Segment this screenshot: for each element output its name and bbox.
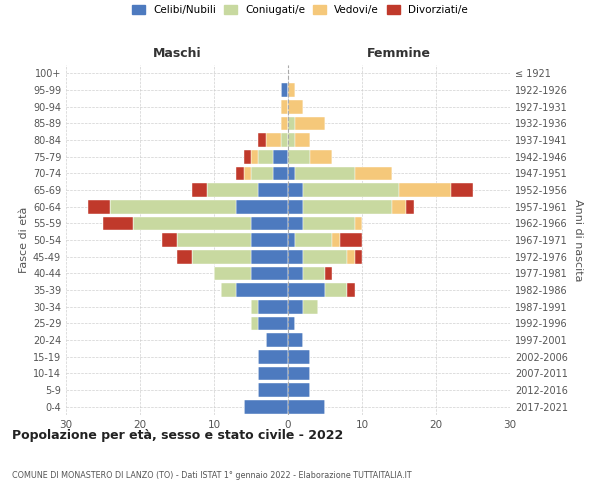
Bar — [340, 233, 362, 247]
Bar — [295, 166, 355, 180]
Bar — [251, 266, 288, 280]
Bar — [244, 400, 288, 413]
Bar — [251, 233, 288, 247]
Bar — [288, 366, 310, 380]
Bar — [266, 133, 281, 147]
Bar — [236, 166, 244, 180]
Bar — [110, 200, 236, 213]
Bar — [192, 183, 206, 197]
Bar — [259, 150, 273, 164]
Bar — [259, 183, 288, 197]
Bar — [288, 200, 303, 213]
Bar — [214, 266, 251, 280]
Text: Femmine: Femmine — [367, 47, 431, 60]
Bar — [192, 250, 251, 264]
Bar — [406, 200, 414, 213]
Bar — [288, 116, 295, 130]
Bar — [281, 116, 288, 130]
Bar — [303, 250, 347, 264]
Bar — [288, 383, 310, 397]
Bar — [355, 216, 362, 230]
Bar — [259, 366, 288, 380]
Bar — [451, 183, 473, 197]
Bar — [288, 133, 295, 147]
Bar — [295, 116, 325, 130]
Bar — [288, 100, 303, 114]
Bar — [347, 283, 355, 297]
Bar — [281, 133, 288, 147]
Bar — [288, 150, 310, 164]
Bar — [303, 183, 399, 197]
Bar — [133, 216, 251, 230]
Bar — [273, 166, 288, 180]
Bar — [251, 250, 288, 264]
Bar — [295, 233, 332, 247]
Bar — [244, 150, 251, 164]
Bar — [177, 233, 251, 247]
Bar — [266, 333, 288, 347]
Bar — [259, 383, 288, 397]
Bar — [236, 283, 288, 297]
Bar — [288, 266, 303, 280]
Bar — [251, 150, 259, 164]
Bar — [392, 200, 406, 213]
Bar — [251, 216, 288, 230]
Text: Maschi: Maschi — [152, 47, 202, 60]
Bar — [288, 166, 295, 180]
Bar — [259, 350, 288, 364]
Bar — [251, 166, 273, 180]
Bar — [288, 183, 303, 197]
Bar — [288, 83, 295, 97]
Bar — [325, 283, 347, 297]
Legend: Celibi/Nubili, Coniugati/e, Vedovi/e, Divorziati/e: Celibi/Nubili, Coniugati/e, Vedovi/e, Di… — [132, 5, 468, 15]
Bar — [288, 400, 325, 413]
Bar — [288, 333, 303, 347]
Bar — [399, 183, 451, 197]
Bar — [177, 250, 192, 264]
Bar — [310, 150, 332, 164]
Bar — [332, 233, 340, 247]
Bar — [103, 216, 133, 230]
Bar — [303, 216, 355, 230]
Bar — [251, 316, 259, 330]
Y-axis label: Anni di nascita: Anni di nascita — [574, 198, 583, 281]
Bar — [288, 316, 295, 330]
Y-axis label: Fasce di età: Fasce di età — [19, 207, 29, 273]
Bar — [244, 166, 251, 180]
Bar — [281, 83, 288, 97]
Text: Popolazione per età, sesso e stato civile - 2022: Popolazione per età, sesso e stato civil… — [12, 430, 343, 442]
Bar — [259, 133, 266, 147]
Bar — [259, 316, 288, 330]
Bar — [206, 183, 259, 197]
Bar — [288, 283, 325, 297]
Bar — [288, 250, 303, 264]
Bar — [236, 200, 288, 213]
Bar — [295, 133, 310, 147]
Bar — [355, 250, 362, 264]
Bar — [355, 166, 392, 180]
Bar — [88, 200, 110, 213]
Bar — [221, 283, 236, 297]
Bar — [251, 300, 259, 314]
Bar — [303, 266, 325, 280]
Bar — [288, 300, 303, 314]
Bar — [288, 216, 303, 230]
Bar — [288, 233, 295, 247]
Bar — [281, 100, 288, 114]
Bar — [303, 300, 317, 314]
Bar — [347, 250, 355, 264]
Bar — [259, 300, 288, 314]
Bar — [162, 233, 177, 247]
Bar — [303, 200, 392, 213]
Text: COMUNE DI MONASTERO DI LANZO (TO) - Dati ISTAT 1° gennaio 2022 - Elaborazione TU: COMUNE DI MONASTERO DI LANZO (TO) - Dati… — [12, 471, 412, 480]
Bar — [288, 350, 310, 364]
Bar — [325, 266, 332, 280]
Bar — [273, 150, 288, 164]
